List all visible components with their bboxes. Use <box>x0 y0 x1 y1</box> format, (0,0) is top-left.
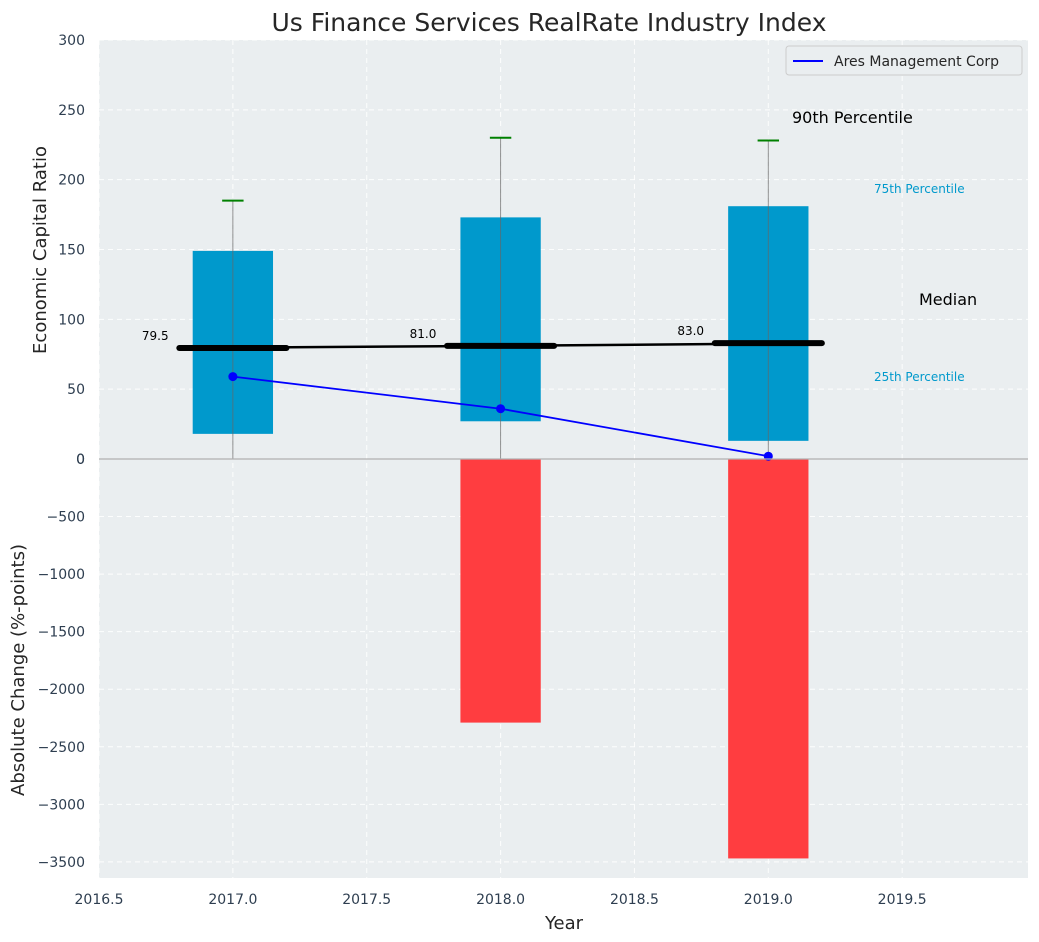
median-value-label: 83.0 <box>677 324 704 338</box>
p75-annotation: 75th Percentile <box>874 182 965 196</box>
p90-annotation: 90th Percentile <box>792 108 913 127</box>
company-point <box>496 404 506 414</box>
bottom-y-tick-label: −3500 <box>38 855 85 871</box>
x-tick-label: 2018.5 <box>610 892 659 908</box>
x-tick-label: 2017.0 <box>208 892 257 908</box>
top-y-tick-label: 300 <box>58 33 85 49</box>
bottom-y-tick-label: −2000 <box>38 682 85 698</box>
chart-title: Us Finance Services RealRate Industry In… <box>272 8 827 37</box>
x-axis-label: Year <box>544 913 584 934</box>
legend-label: Ares Management Corp <box>834 54 999 70</box>
legend-box <box>785 45 1023 76</box>
median-annotation: Median <box>919 290 977 309</box>
bottom-plot-area <box>99 459 1028 878</box>
median-line <box>179 341 822 350</box>
median-value-label: 81.0 <box>410 327 437 341</box>
bottom-y-tick-label: −1500 <box>38 625 85 641</box>
top-y-tick-label: 100 <box>58 312 85 328</box>
bottom-y-tick-label: −1000 <box>38 567 85 583</box>
top-panel: 79.5 81.0 83.0 <box>142 136 825 461</box>
top-y-tick-label: 150 <box>58 243 85 259</box>
bottom-y-tick-label: −500 <box>47 510 85 526</box>
bottom-y-tick-label: 0 <box>76 452 85 468</box>
bottom-y-tick-label: −2500 <box>38 740 85 756</box>
change-bar <box>728 459 809 859</box>
top-y-axis-label: Economic Capital Ratio <box>30 146 51 354</box>
top-y-tick-label: 50 <box>67 382 85 398</box>
x-tick-label: 2017.5 <box>342 892 391 908</box>
bottom-y-axis-label: Absolute Change (%-points) <box>8 544 29 796</box>
bottom-y-tick-label: −3000 <box>38 797 85 813</box>
median-value-label: 79.5 <box>142 329 169 343</box>
top-y-tick-label: 0 <box>76 452 85 468</box>
x-tick-label: 2019.0 <box>744 892 793 908</box>
p25-annotation: 25th Percentile <box>874 370 965 384</box>
top-y-tick-label: 200 <box>58 173 85 189</box>
change-bar <box>460 459 541 723</box>
x-tick-label: 2016.5 <box>75 892 124 908</box>
legend: Ares Management Corp <box>785 45 1023 76</box>
x-tick-label: 2018.0 <box>476 892 525 908</box>
top-y-tick-label: 250 <box>58 103 85 119</box>
company-point <box>228 372 238 382</box>
bottom-panel <box>460 459 809 859</box>
x-tick-label: 2019.5 <box>878 892 927 908</box>
